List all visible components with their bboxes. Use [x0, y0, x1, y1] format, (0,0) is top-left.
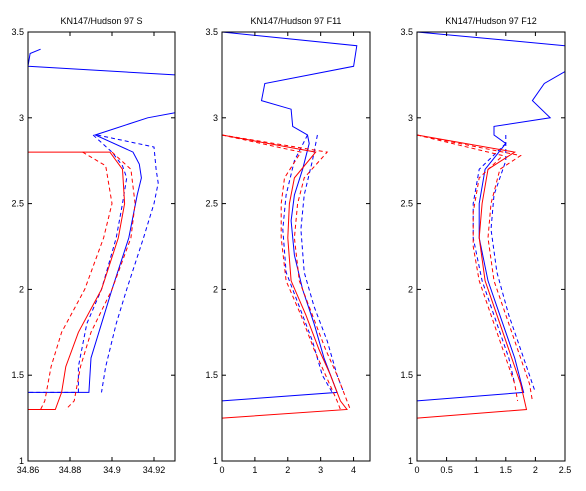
y-tick-label: 1: [408, 456, 413, 466]
y-tick-label: 1.5: [205, 370, 218, 380]
series-line-5: [222, 134, 341, 410]
series-line-5: [417, 134, 519, 401]
series-line-6: [417, 134, 533, 401]
x-tick-label: 2.5: [559, 465, 572, 475]
y-tick-label: 3.5: [205, 27, 218, 37]
y-tick-label: 2: [408, 284, 413, 294]
y-tick-label: 2.5: [205, 199, 218, 209]
plot-frame: [27, 31, 176, 462]
y-tick-label: 1: [19, 456, 24, 466]
y-tick-label: 2.5: [11, 199, 24, 209]
x-tick-label: 34.92: [143, 465, 166, 475]
chart-title: KN147/Hudson 97 F12: [445, 16, 537, 26]
series-line-3: [490, 135, 536, 393]
y-tick-label: 1.5: [400, 370, 413, 380]
x-tick-label: 34.9: [103, 465, 121, 475]
chart-title: KN147/Hudson 97 S: [60, 16, 142, 26]
y-tick-label: 3: [408, 113, 413, 123]
y-tick-label: 1: [213, 456, 218, 466]
y-tick-label: 2.5: [400, 199, 413, 209]
series-line-2: [28, 134, 128, 393]
plot-frame: [221, 31, 371, 462]
series-line-6: [65, 151, 136, 410]
y-tick-label: 1.5: [11, 370, 24, 380]
x-tick-label: 2: [533, 465, 538, 475]
series-line-4: [417, 32, 528, 419]
series-line-1: [417, 32, 565, 402]
x-tick-label: 1: [252, 465, 257, 475]
y-tick-label: 2: [213, 284, 218, 294]
x-tick-label: 1: [474, 465, 479, 475]
series-line-1: [28, 48, 175, 393]
chart-panel-1: 34.86 34.88 34.9 34.92 1 1.5 2 2.5 3 3.5 KN147/Hud…: [11, 16, 176, 475]
chart-title: KN147/Hudson 97 F11: [251, 16, 342, 26]
x-tick-label: 2: [285, 465, 290, 475]
y-tick-label: 3.5: [11, 27, 24, 37]
series-line-5: [40, 151, 113, 410]
plot-frame: [416, 31, 566, 462]
y-tick-label: 3: [19, 113, 24, 123]
y-tick-label: 3.5: [400, 27, 413, 37]
series-line-2: [472, 143, 516, 384]
x-tick-label: 34.86: [17, 465, 40, 475]
x-tick-label: 0.5: [440, 465, 453, 475]
chart-series-group: [222, 32, 358, 419]
chart-series-group: [417, 32, 565, 419]
chart-series-group: [28, 48, 175, 410]
series-line-3: [97, 134, 159, 393]
y-tick-label: 2: [19, 284, 24, 294]
series-line-2: [282, 134, 333, 393]
series-line-4: [28, 151, 126, 410]
chart-panel-3: 0 0.5 1 1.5 2 2.5 1 1.5 2 2.5 3 3.5 KN147/Hudson 97 …: [400, 16, 571, 475]
x-tick-label: 34.88: [59, 465, 82, 475]
x-tick-label: 0: [414, 465, 419, 475]
x-tick-label: 3: [318, 465, 323, 475]
x-tick-label: 4: [351, 465, 356, 475]
x-tick-label: 0: [219, 465, 224, 475]
series-line-4: [222, 32, 348, 419]
y-tick-label: 3: [213, 113, 218, 123]
series-line-1: [222, 32, 358, 402]
x-tick-label: 1.5: [500, 465, 513, 475]
series-line-6: [222, 134, 351, 410]
